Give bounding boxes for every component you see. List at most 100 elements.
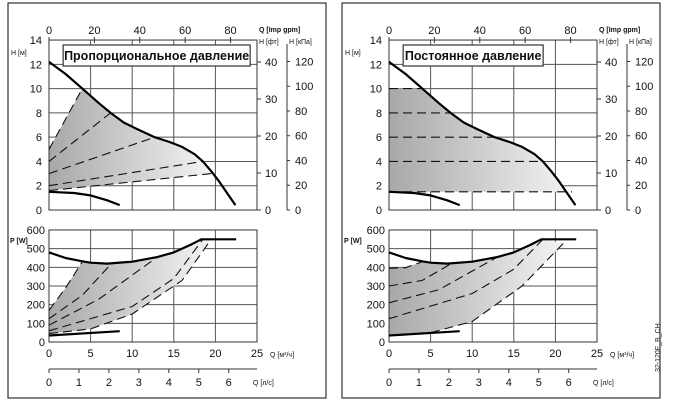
ft-axis-label: H [фт] — [259, 39, 279, 46]
power-y-tick-label: 100 — [367, 318, 385, 330]
ft-tick-label: 10 — [265, 168, 277, 180]
q-ls-tick-label: 5 — [536, 377, 542, 389]
kpa-axis-label: H [кПа] — [629, 39, 652, 46]
head-plot-frame — [388, 39, 598, 211]
gpm-axis-label: Q [Imp gpm] — [259, 27, 300, 34]
ft-tick-label: 40 — [605, 57, 617, 69]
gpm-axis-label: Q [Imp gpm] — [599, 27, 640, 34]
q-m3h-tick-label: 25 — [591, 348, 603, 360]
power-y-axis-label: P [W] — [10, 238, 28, 245]
power-y-tick-label: 200 — [27, 300, 45, 312]
power-control-curve-2 — [388, 263, 452, 287]
ft-tick-label: 20 — [265, 131, 277, 143]
q-m3h-tick-label: 10 — [466, 348, 478, 360]
head-min-curve — [48, 190, 121, 207]
q-ls-tick-label: 1 — [76, 377, 82, 389]
q-ls-tick-label: 4 — [506, 377, 512, 389]
head-max-curve — [388, 61, 577, 206]
power-y-tick-label: 100 — [27, 318, 45, 330]
head-y-tick-label: 6 — [376, 132, 382, 144]
head-y-tick-label: 2 — [36, 181, 42, 193]
kpa-tick-label: 120 — [635, 56, 653, 68]
head-min-curve — [388, 190, 461, 207]
gpm-tick-label: 20 — [88, 25, 100, 37]
head-y-tick-label: 4 — [36, 156, 42, 168]
kpa-tick-label: 40 — [295, 155, 307, 167]
q-ls-tick-label: 3 — [476, 377, 482, 389]
ft-tick-label: 0 — [265, 205, 271, 217]
kpa-tick-label: 40 — [635, 155, 647, 167]
panel-frame — [7, 2, 327, 399]
kpa-tick-label: 120 — [295, 56, 313, 68]
q-ls-tick-label: 1 — [416, 377, 422, 389]
power-y-tick-label: 300 — [27, 281, 45, 293]
power-control-curve-5 — [388, 242, 565, 337]
q-ls-tick-label: 2 — [446, 377, 452, 389]
q-m3h-tick-label: 0 — [46, 348, 52, 360]
head-y-tick-label: 10 — [30, 84, 42, 96]
q-m3h-tick-label: 5 — [88, 348, 94, 360]
head-operating-area — [49, 88, 212, 191]
power-min-curve — [48, 330, 120, 337]
ft-axis-label: H [фт] — [599, 39, 619, 46]
head-max-curve — [48, 61, 237, 206]
head-y-tick-label: 14 — [370, 35, 382, 47]
power-control-curve-1 — [48, 261, 83, 311]
q-ls-tick-label: 6 — [226, 377, 232, 389]
gpm-tick-label: 80 — [224, 25, 236, 37]
kpa-tick-label: 80 — [295, 106, 307, 118]
chart-title: Пропорциональное давление — [64, 49, 249, 63]
kpa-tick-label: 20 — [295, 180, 307, 192]
q-m3h-tick-label: 10 — [126, 348, 138, 360]
head-y-tick-label: 8 — [36, 108, 42, 120]
power-control-curve-3 — [48, 256, 158, 326]
gpm-tick-label: 0 — [46, 25, 52, 37]
kpa-tick-label: 60 — [635, 131, 647, 143]
gpm-tick-label: 40 — [474, 25, 486, 37]
power-y-tick-label: 500 — [27, 244, 45, 256]
chart-title-box — [402, 44, 544, 67]
head-y-tick-label: 0 — [376, 205, 382, 217]
kpa-tick-label: 80 — [635, 106, 647, 118]
power-y-tick-label: 0 — [39, 337, 45, 349]
q-m3h-axis-label: Q [м³/ч] — [610, 352, 634, 359]
ft-tick-label: 40 — [265, 57, 277, 69]
head-y-tick-label: 12 — [370, 59, 382, 71]
chart-title: Постоянное давление — [405, 49, 542, 63]
gpm-tick-label: 20 — [428, 25, 440, 37]
power-y-tick-label: 500 — [367, 244, 385, 256]
chart-title-box — [62, 44, 251, 67]
head-y-axis-label: H [м] — [11, 50, 27, 57]
ft-tick-label: 0 — [605, 205, 611, 217]
q-ls-tick-label: 0 — [386, 377, 392, 389]
power-plot-frame — [48, 229, 258, 343]
q-m3h-tick-label: 15 — [168, 348, 180, 360]
power-control-curve-4 — [388, 238, 544, 320]
gpm-tick-label: 60 — [179, 25, 191, 37]
kpa-tick-label: 100 — [295, 81, 313, 93]
head-y-tick-label: 10 — [370, 84, 382, 96]
power-control-curve-4 — [48, 238, 204, 332]
head-y-tick-label: 2 — [376, 181, 382, 193]
q-ls-tick-label: 5 — [196, 377, 202, 389]
q-m3h-tick-label: 0 — [386, 348, 392, 360]
q-m3h-tick-label: 5 — [428, 348, 434, 360]
ft-tick-label: 10 — [605, 168, 617, 180]
ft-tick-label: 30 — [605, 94, 617, 106]
ft-tick-label: 30 — [265, 94, 277, 106]
q-ls-tick-label: 2 — [106, 377, 112, 389]
power-y-tick-label: 200 — [367, 300, 385, 312]
power-y-tick-label: 0 — [379, 337, 385, 349]
q-ls-axis-label: Q [л/с] — [593, 380, 614, 387]
gpm-tick-label: 80 — [564, 25, 576, 37]
power-max-curve — [48, 238, 237, 265]
power-max-curve — [388, 238, 577, 265]
q-m3h-tick-label: 20 — [549, 348, 561, 360]
power-min-curve — [388, 330, 460, 337]
power-y-tick-label: 400 — [27, 262, 45, 274]
kpa-tick-label: 100 — [635, 81, 653, 93]
panel-frame — [341, 2, 661, 399]
gpm-tick-label: 60 — [519, 25, 531, 37]
head-plot-frame — [48, 39, 258, 211]
